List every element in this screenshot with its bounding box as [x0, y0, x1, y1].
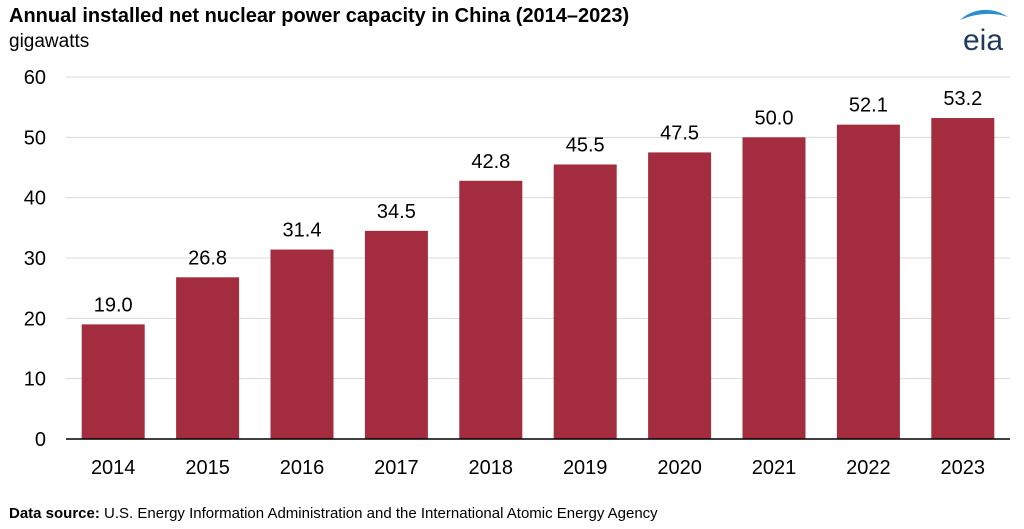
data-source: Data source: U.S. Energy Information Adm…	[9, 505, 658, 522]
chart-title: Annual installed net nuclear power capac…	[9, 5, 630, 27]
data-label-2017: 34.5	[377, 201, 416, 223]
data-label-2023: 53.2	[943, 88, 982, 110]
data-source-label: Data source:	[9, 505, 100, 522]
data-label-2022: 52.1	[849, 95, 888, 117]
eia-logo-text: eia	[963, 24, 1003, 56]
data-label-2021: 50.0	[755, 107, 794, 129]
x-tick-label-2022: 2022	[846, 457, 891, 479]
data-label-2014: 19.0	[94, 294, 133, 316]
bar-2019	[553, 164, 617, 439]
x-tick-label-2023: 2023	[941, 457, 986, 479]
x-tick-label-2014: 2014	[91, 457, 136, 479]
bar-2020	[648, 152, 712, 439]
y-tick-label: 30	[24, 248, 46, 270]
chart-units: gigawatts	[9, 31, 90, 52]
eia-logo-swoosh-icon	[960, 9, 1008, 20]
data-source-text: U.S. Energy Information Administration a…	[104, 505, 658, 522]
bar-2023	[931, 118, 995, 439]
y-tick-label: 0	[35, 429, 46, 451]
x-tick-label-2016: 2016	[280, 457, 325, 479]
bar-2021	[742, 137, 806, 440]
x-tick-label-2018: 2018	[469, 457, 514, 479]
x-tick-label-2021: 2021	[752, 457, 797, 479]
y-tick-label: 60	[24, 67, 46, 89]
data-labels: 19.0 26.8 31.4 34.5 42.8 45.5 47.5 50.0 52.1 53.2	[94, 88, 983, 316]
data-label-2016: 31.4	[283, 220, 322, 242]
bar-2018	[459, 180, 523, 440]
bar-2017	[364, 230, 428, 439]
y-tick-label: 40	[24, 188, 46, 210]
bars	[81, 118, 995, 440]
x-tick-label-2020: 2020	[657, 457, 702, 479]
y-tick-label: 10	[24, 369, 46, 391]
eia-logo: eia	[960, 9, 1008, 56]
y-tick-label: 50	[24, 127, 46, 149]
bar-2015	[176, 277, 240, 439]
x-tick-label-2015: 2015	[185, 457, 230, 479]
x-axis-ticks: 2014 2015 2016 2017 2018 2019 2020 2021 2022 2023	[91, 457, 985, 479]
y-tick-label: 20	[24, 308, 46, 330]
x-tick-label-2017: 2017	[374, 457, 419, 479]
x-tick-label-2019: 2019	[563, 457, 608, 479]
y-axis-ticks: 0 10 20 30 40 50 60	[24, 67, 46, 451]
bar-2014	[81, 324, 145, 439]
bar-chart: 19.0 26.8 31.4 34.5 42.8 45.5 47.5 50.0 52.1 53.2…	[24, 67, 1010, 479]
data-label-2015: 26.8	[188, 247, 227, 269]
data-label-2019: 45.5	[566, 134, 605, 156]
data-label-2020: 47.5	[660, 122, 699, 144]
bar-2016	[270, 249, 334, 439]
bar-2022	[836, 124, 900, 439]
data-label-2018: 42.8	[471, 151, 510, 173]
